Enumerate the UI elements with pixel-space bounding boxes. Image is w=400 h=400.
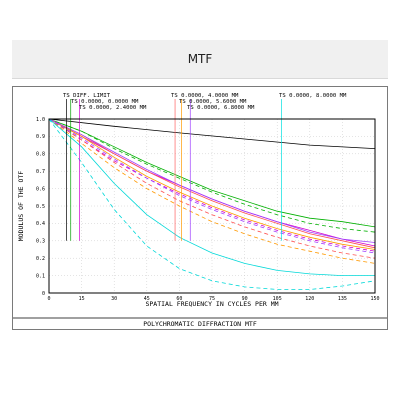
legend-entry-1: TS DIFF. LIMIT bbox=[63, 93, 111, 99]
y-tick-label: 0.5 bbox=[36, 204, 45, 210]
y-tick-label: 0.4 bbox=[36, 221, 45, 227]
mtf-series-line-5 bbox=[48, 118, 376, 252]
x-tick-label: 45 bbox=[144, 296, 150, 302]
y-tick-label: 0.2 bbox=[36, 256, 45, 262]
mtf-series-line-8 bbox=[48, 118, 376, 250]
legend-entry-5: TS 0.0000, 5.6000 MM bbox=[179, 99, 247, 105]
y-tick-label: 0 bbox=[42, 291, 45, 297]
x-tick-label: 120 bbox=[305, 296, 314, 302]
y-tick-label: 0.8 bbox=[36, 152, 45, 158]
mtf-series-line-2 bbox=[48, 118, 376, 228]
x-tick-label: 105 bbox=[273, 296, 282, 302]
y-tick-label: 0.9 bbox=[36, 134, 45, 140]
x-tick-label: 150 bbox=[370, 296, 379, 302]
legend-entry-6: TS 0.0000, 6.8000 MM bbox=[187, 105, 255, 111]
y-tick-label: 0.3 bbox=[36, 239, 45, 245]
mtf-series-line-12 bbox=[48, 118, 375, 277]
legend-entry-4: TS 0.0000, 4.0000 MM bbox=[171, 93, 239, 99]
mtf-series-line-7 bbox=[48, 118, 376, 259]
plot-area-border bbox=[48, 118, 376, 294]
legend-entry-3: TS 0.0000, 2.4000 MM bbox=[79, 105, 147, 111]
legend-markers bbox=[66, 99, 282, 241]
y-tick-label: 0.6 bbox=[36, 186, 45, 192]
legend-entry-7: TS 0.0000, 8.0000 MM bbox=[279, 93, 347, 99]
mtf-series-line-10 bbox=[48, 118, 376, 243]
mtf-chart: 0 15 30 45 60 75 90 105 120 135 150 00.10.20.30.40… bbox=[13, 93, 387, 328]
x-tick-label: 30 bbox=[111, 296, 117, 302]
x-tick-label: 0 bbox=[47, 296, 50, 302]
chart-title-bar: MTF bbox=[12, 40, 388, 79]
x-axis-label: SPATIAL FREQUENCY IN CYCLES PER MM bbox=[145, 300, 278, 308]
legend-entry-2: TS 0.0000, 0.0000 MM bbox=[71, 99, 139, 105]
mtf-series-line-13 bbox=[48, 118, 376, 290]
plot-frame: 0 15 30 45 60 75 90 105 120 135 150 0 0.1 0.2 0.3 0.4 0… bbox=[12, 86, 388, 330]
x-tick-labels: 0 15 30 45 60 75 90 105 120 135 150 bbox=[47, 296, 379, 302]
x-tick-label: 15 bbox=[79, 296, 85, 302]
y-axis-label: MODULUS OF THE OTF bbox=[17, 171, 25, 242]
series-group bbox=[48, 118, 376, 290]
mtf-series-line-1 bbox=[48, 118, 376, 149]
mtf-series-line-6 bbox=[48, 118, 376, 249]
y-tick-label: 1.0 bbox=[36, 117, 45, 123]
y-tick-labels: 0 0.1 0.2 0.3 0.4 0.5 0.6 0.7 0.8 0.9 1.0 bbox=[36, 117, 45, 297]
x-tick-label: 135 bbox=[338, 296, 347, 302]
x-tick-label: 90 bbox=[242, 296, 248, 302]
y-tick-label: 0.7 bbox=[36, 169, 45, 175]
page-title: MTF bbox=[187, 52, 213, 66]
y-tick-label: 0.1 bbox=[36, 273, 45, 279]
x-tick-label: 60 bbox=[176, 296, 182, 302]
mtf-series-line-11 bbox=[48, 118, 376, 254]
chart-footer: POLYCHROMATIC DIFFRACTION MTF bbox=[143, 320, 257, 328]
mtf-series-line-3 bbox=[48, 118, 376, 233]
x-tick-label: 75 bbox=[209, 296, 215, 302]
